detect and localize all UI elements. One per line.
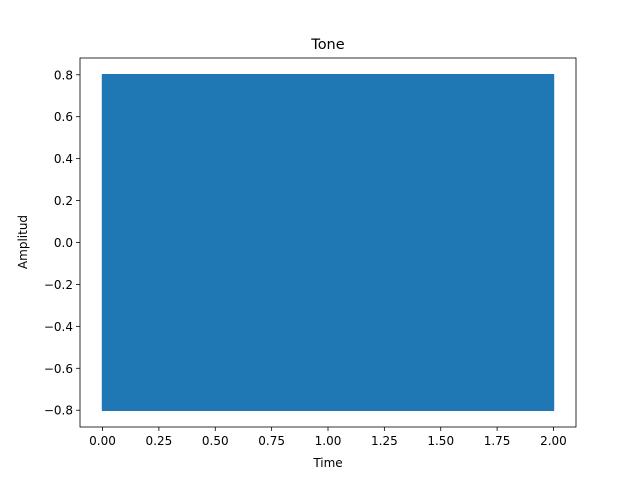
plot-area [101,74,555,411]
x-tick-label: 0.00 [89,434,116,448]
x-tick-label: 1.75 [484,434,511,448]
x-tick-label: 2.00 [540,434,567,448]
y-tick-label: −0.6 [44,362,73,376]
x-tick-label: 1.25 [371,434,398,448]
x-tick-label: 0.50 [202,434,229,448]
axes-frame [79,57,577,428]
x-tick-label: 0.75 [258,434,285,448]
y-tick-label: −0.2 [44,278,73,292]
x-tick-label: 1.50 [427,434,454,448]
y-tick-label: 0.6 [54,110,73,124]
x-axis: 0.00 0.25 0.50 0.75 1.00 1.25 1.50 1.75 2.00 [89,427,567,448]
y-tick-label: 0.2 [54,194,73,208]
y-tick-label: −0.4 [44,320,73,334]
x-tick-label: 0.25 [146,434,173,448]
x-tick-label: 1.00 [315,434,342,448]
series-0-signal [101,74,555,411]
y-axis: −0.8 −0.6 −0.4 −0.2 0.0 0.2 0.4 0.6 0.8 [44,68,80,418]
y-tick-label: 0.8 [54,68,73,82]
y-axis-label: Amplitud [16,215,30,269]
x-axis-label: Time [312,456,342,470]
chart-title: Tone [310,37,344,53]
y-tick-label: 0.0 [54,236,73,250]
y-tick-label: −0.8 [44,404,73,418]
y-tick-label: 0.4 [54,152,73,166]
